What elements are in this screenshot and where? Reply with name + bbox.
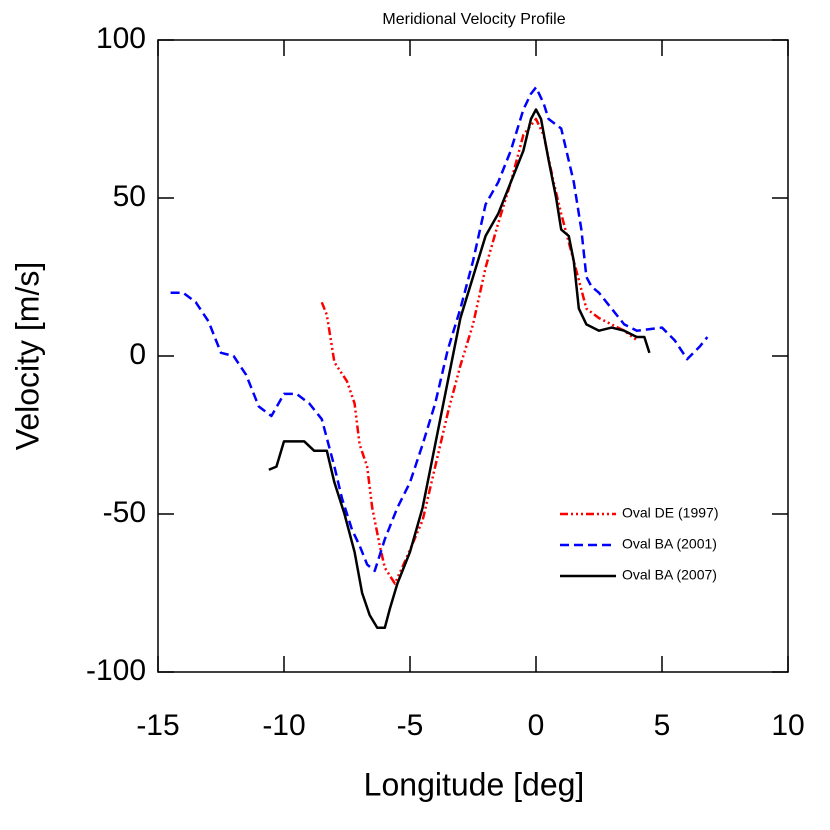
series-line [320, 117, 638, 585]
x-tick-label: 10 [771, 709, 804, 742]
x-axis-label: Longitude [deg] [364, 766, 585, 802]
legend-label: Oval BA (2001) [622, 536, 717, 552]
y-tick-label: 0 [129, 338, 146, 371]
series-line [170, 86, 709, 573]
y-axis-label: Velocity [m/s] [9, 262, 45, 451]
legend-label: Oval DE (1997) [622, 505, 718, 521]
y-tick-label: 100 [96, 22, 146, 55]
x-tick-label: 0 [528, 709, 545, 742]
y-tick-label: -100 [86, 654, 146, 687]
series-line [268, 108, 651, 630]
legend-label: Oval BA (2007) [622, 567, 717, 583]
x-tick-label: -5 [397, 709, 424, 742]
y-tick-label: -50 [103, 496, 146, 529]
x-tick-label: 5 [654, 709, 671, 742]
x-tick-label: -15 [136, 709, 179, 742]
y-tick-label: 50 [113, 180, 146, 213]
x-tick-label: -10 [262, 709, 305, 742]
chart-title: Meridional Velocity Profile [382, 11, 565, 28]
